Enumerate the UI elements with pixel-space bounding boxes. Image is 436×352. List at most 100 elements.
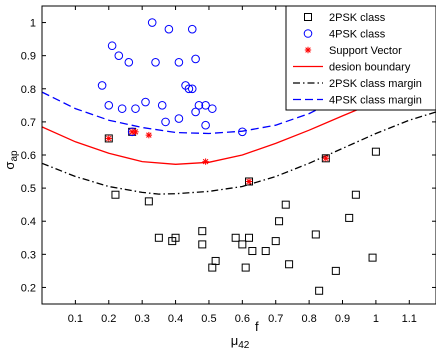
star-stroke [132,129,139,135]
data-point [275,217,284,226]
data-point [107,41,117,51]
star-stroke [202,158,209,165]
x-tick-label: 0.6 [235,313,250,325]
legend-item: desion boundary [293,62,411,74]
y-tick-label: 0.9 [21,51,36,63]
data-point [161,117,170,127]
data-point [187,24,197,34]
legend-marker [303,29,313,38]
y-tick-label: 0.2 [21,282,36,294]
legend-label: Support Vector [329,45,402,57]
y-axis-label: σap [2,150,20,170]
data-point [131,104,140,113]
curve-desion-boundary [42,93,393,165]
data-point [211,256,220,265]
data-point [151,57,160,67]
legend-label: desion boundary [329,62,411,74]
data-point [315,286,324,295]
data-point [207,104,217,113]
data-point [191,107,200,117]
curves-layer [42,91,436,195]
data-point [111,190,120,199]
legend-label: 2PSK class margin [329,78,422,90]
x-tick-label: 0.4 [168,313,183,325]
star-stroke [146,132,152,138]
data-point [174,114,184,123]
data-point [241,263,250,272]
legend-label: 4PSK class [329,29,386,41]
data-point [245,233,254,242]
data-point [261,247,270,256]
data-point [154,233,163,242]
data-point [311,230,320,239]
legend-label: 2PSK class [329,12,386,24]
data-point [368,253,377,262]
data-point [104,134,113,143]
x-axis-label-base: μ [231,333,239,348]
star-stroke [305,47,311,53]
x-axis-label: μ42 [231,333,250,351]
y-tick-label: 0.4 [21,216,36,228]
legend-item: 2PSK class margin [293,78,422,90]
data-point [117,104,127,113]
x-tick-label: 0.7 [268,313,283,325]
x-tick-label: 0.5 [201,313,216,325]
legend-item: 2PSK class [304,12,386,24]
data-point [371,147,380,156]
data-point [124,57,134,67]
series-2psk-class [104,127,380,295]
data-point [147,18,157,27]
data-point [145,131,153,139]
legend: 2PSK class 4PSK class Support Vector desion… [285,5,436,111]
legend-box [285,5,436,111]
data-point [104,101,114,110]
y-axis-label-base: σ [2,162,17,170]
y-tick-label: 0.3 [21,249,36,261]
series-4psk-class [97,18,247,137]
legend-marker [304,13,312,21]
data-point [201,120,210,130]
x-tick-label: 1 [373,313,379,325]
data-point [321,154,330,163]
x-tick-label: 0.1 [68,313,83,325]
curve-2psk-class-margin [42,111,436,195]
x-axis-label-superscript: f [255,319,259,334]
x-tick-label: 1.1 [402,313,417,325]
markers-layer [97,18,380,295]
data-point [184,84,194,94]
data-point [157,101,167,110]
data-point [245,177,254,186]
data-point [198,240,207,249]
data-point [345,213,354,222]
data-point [238,127,247,137]
y-tick-label: 0.5 [21,183,36,195]
legend-label: 4PSK class margin [329,95,422,107]
y-tick-label: 1 [30,18,36,30]
data-point [248,247,257,256]
data-point [245,178,253,185]
data-point [231,233,240,242]
legend-item: 4PSK class [303,29,386,41]
data-point [132,128,139,136]
data-point [194,101,204,110]
series-support-vector [105,128,330,185]
data-point [331,266,340,275]
x-tick-label: 0.2 [101,313,116,325]
legend-item: Support Vector [304,45,402,57]
data-point [171,233,180,242]
data-point [281,200,290,209]
data-point [271,237,280,246]
data-point [351,190,360,199]
data-point [202,158,209,165]
data-point [144,197,153,206]
y-tick-label: 0.8 [21,84,36,96]
data-point [201,101,210,110]
y-tick-label: 0.7 [21,117,36,129]
star-stroke [106,135,112,142]
data-point [285,260,294,269]
data-point [164,24,174,34]
data-point [187,84,197,94]
data-point [174,57,184,67]
x-tick-label: 0.3 [135,313,150,325]
